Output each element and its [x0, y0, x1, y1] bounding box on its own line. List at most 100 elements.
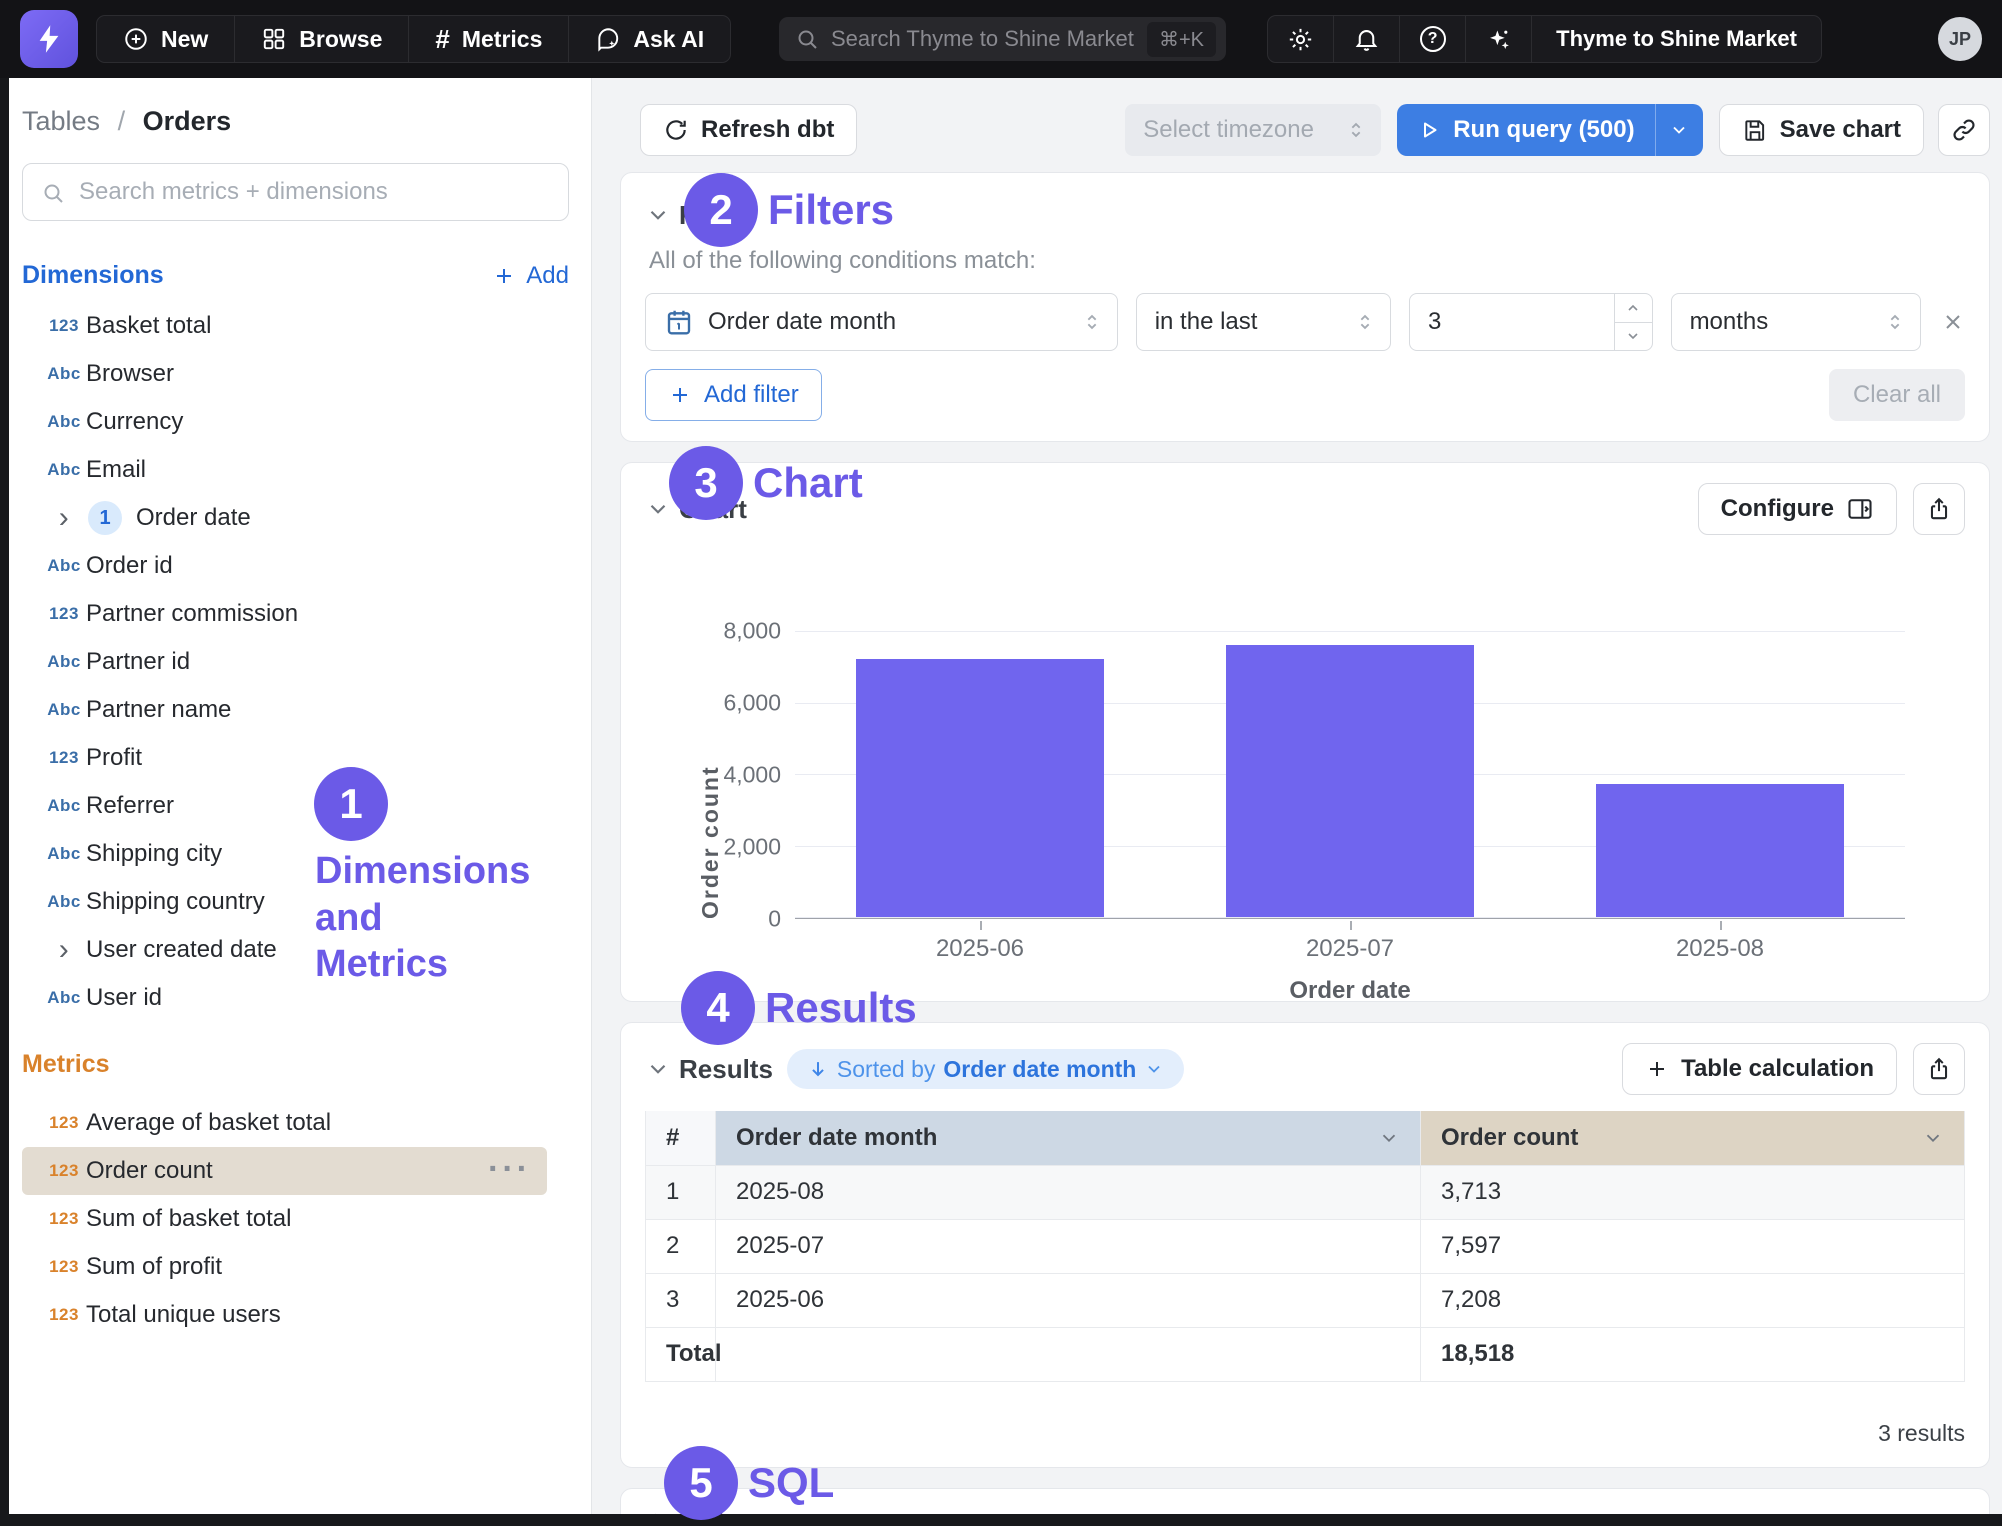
sidebar-item-label: Order date [136, 504, 251, 531]
sidebar-item[interactable]: Abc User id [22, 974, 547, 1022]
order-date-month-cell: 2025-07 [715, 1218, 1421, 1274]
filter-operator-select[interactable]: in the last [1135, 293, 1391, 351]
sidebar-item[interactable]: Abc Partner id [22, 638, 547, 686]
row-number-cell: 2 [645, 1218, 716, 1274]
sidebar-item[interactable]: › 1 Order date [22, 494, 547, 542]
help-button[interactable] [1400, 16, 1467, 62]
column-header-label: Order count [1441, 1123, 1579, 1151]
filter-unit-select[interactable]: months [1670, 293, 1922, 351]
sidebar-item[interactable]: Abc Partner name [22, 686, 547, 734]
notifications-button[interactable] [1334, 16, 1401, 62]
chevron-down-icon[interactable] [1922, 1127, 1944, 1149]
export-chart-button[interactable] [1913, 483, 1965, 535]
run-query-dropdown[interactable] [1654, 104, 1703, 156]
chevron-down-icon [1628, 333, 1638, 340]
export-results-button[interactable] [1913, 1043, 1965, 1095]
configure-chart-button[interactable]: Configure [1697, 483, 1897, 535]
fields-search[interactable] [22, 163, 569, 221]
sidebar-item[interactable]: 123 Partner commission [22, 590, 547, 638]
sidebar-item[interactable]: 123 Order count [22, 1147, 547, 1195]
global-search[interactable]: ⌘+K [779, 17, 1226, 61]
y-tick-label: 4,000 [723, 761, 781, 788]
bar-2025-08[interactable] [1596, 784, 1844, 917]
order-count-cell: 3,713 [1420, 1164, 1965, 1220]
sidebar-item[interactable]: Abc Referrer [22, 782, 547, 830]
filter-value-input[interactable] [1409, 308, 1614, 336]
sidebar-item[interactable]: Abc Email [22, 446, 547, 494]
sidebar-item[interactable]: 123 Profit [22, 734, 547, 782]
table-row: 2 2025-07 7,597 [645, 1218, 1965, 1274]
save-chart-button[interactable]: Save chart [1718, 104, 1924, 156]
run-query-button[interactable]: Run query (500) [1397, 104, 1703, 156]
x-axis-title: Order date [1289, 977, 1411, 1004]
collapse-chevron-icon[interactable] [645, 202, 671, 228]
sidebar-item[interactable]: Abc Shipping city [22, 830, 547, 878]
sidebar-item[interactable]: Abc Shipping country [22, 878, 547, 926]
sidebar-item[interactable]: 123 Basket total [22, 302, 547, 350]
settings-button[interactable] [1268, 16, 1335, 62]
sidebar-item[interactable]: › User created date [22, 926, 547, 974]
share-link-button[interactable] [1938, 104, 1990, 156]
breadcrumb-tables-link[interactable]: Tables [22, 106, 101, 136]
order-count-column-header[interactable]: Order count [1420, 1111, 1965, 1166]
breadcrumb-separator: / [117, 106, 126, 136]
save-icon [1744, 120, 1764, 141]
metrics-button-label: Metrics [461, 25, 543, 52]
total-label-cell: Total [645, 1326, 722, 1382]
sidebar-item[interactable]: 123 Average of basket total [22, 1099, 547, 1147]
bar-2025-06[interactable] [856, 659, 1104, 917]
stepper-down-button[interactable] [1615, 323, 1652, 351]
filter-field-select[interactable]: Order date month [645, 293, 1118, 351]
field-type-icon: 123 [49, 1161, 79, 1180]
keyboard-shortcut-badge: ⌘+K [1146, 21, 1216, 57]
collapse-chevron-icon[interactable] [645, 496, 671, 522]
org-name[interactable]: Thyme to Shine Market [1556, 26, 1797, 51]
overflow-menu-icon[interactable] [488, 1164, 531, 1178]
browse-button[interactable]: Browse [235, 16, 410, 62]
order-date-month-column-header[interactable]: Order date month [715, 1111, 1421, 1166]
filter-operator-value: in the last [1154, 308, 1258, 335]
bar-chart: Order count 8,000 6,000 4,000 2,000 0 2025-0… [645, 618, 1965, 1005]
table-calculation-button[interactable]: Table calculation [1622, 1043, 1897, 1095]
chevron-down-icon[interactable] [1378, 1127, 1400, 1149]
sidebar-item[interactable]: Abc Order id [22, 542, 547, 590]
link-icon [1953, 119, 1975, 141]
new-button[interactable]: New [97, 16, 236, 62]
grid-icon [264, 28, 285, 50]
timezone-select[interactable]: Select timezone [1125, 104, 1382, 156]
search-icon [44, 184, 63, 203]
sidebar-item[interactable]: 123 Sum of basket total [22, 1195, 547, 1243]
refresh-dbt-button[interactable]: Refresh dbt [640, 104, 858, 156]
add-filter-button[interactable]: Add filter [645, 369, 822, 421]
sidebar-item[interactable]: 123 Sum of profit [22, 1243, 547, 1291]
ask-ai-button[interactable]: Ask AI [569, 16, 730, 62]
sidebar-item[interactable]: Abc Currency [22, 398, 547, 446]
chat-star-icon [598, 28, 619, 52]
user-avatar[interactable]: JP [1938, 17, 1982, 61]
collapse-chevron-icon[interactable] [645, 1056, 671, 1082]
app-logo[interactable] [20, 10, 78, 68]
metrics-button[interactable]: Metrics [409, 16, 570, 62]
filters-title: Filters [679, 199, 758, 230]
bar-2025-07[interactable] [1226, 645, 1474, 917]
remove-filter-button[interactable] [1941, 310, 1965, 334]
filter-rule-row: Order date month in the last [645, 293, 1965, 351]
add-dimension-button[interactable]: Add [492, 262, 569, 290]
stepper-up-button[interactable] [1614, 294, 1652, 323]
clear-all-button[interactable]: Clear all [1828, 369, 1965, 421]
sidebar-item[interactable]: 123 Total unique users [22, 1291, 547, 1339]
fields-search-input[interactable] [23, 164, 568, 220]
filter-field-value: Order date month [708, 308, 897, 335]
sidebar-item-label: Basket total [86, 312, 212, 339]
sidebar-item-label: Shipping country [86, 888, 265, 915]
select-caret-icon [1890, 314, 1900, 330]
main-panel: Refresh dbt Select timezone Run query (5… [592, 78, 2002, 1526]
ai-assistant-button[interactable] [1466, 16, 1533, 62]
add-filter-label: Add filter [704, 381, 799, 408]
sidebar-item[interactable]: Abc Browser [22, 350, 547, 398]
global-search-input[interactable] [831, 26, 1147, 52]
search-icon [798, 30, 817, 49]
sorted-by-chip[interactable]: Sorted by Order date month [786, 1049, 1185, 1089]
sidebar-item-label: Referrer [86, 792, 175, 819]
field-type-icon: Abc [47, 892, 81, 911]
